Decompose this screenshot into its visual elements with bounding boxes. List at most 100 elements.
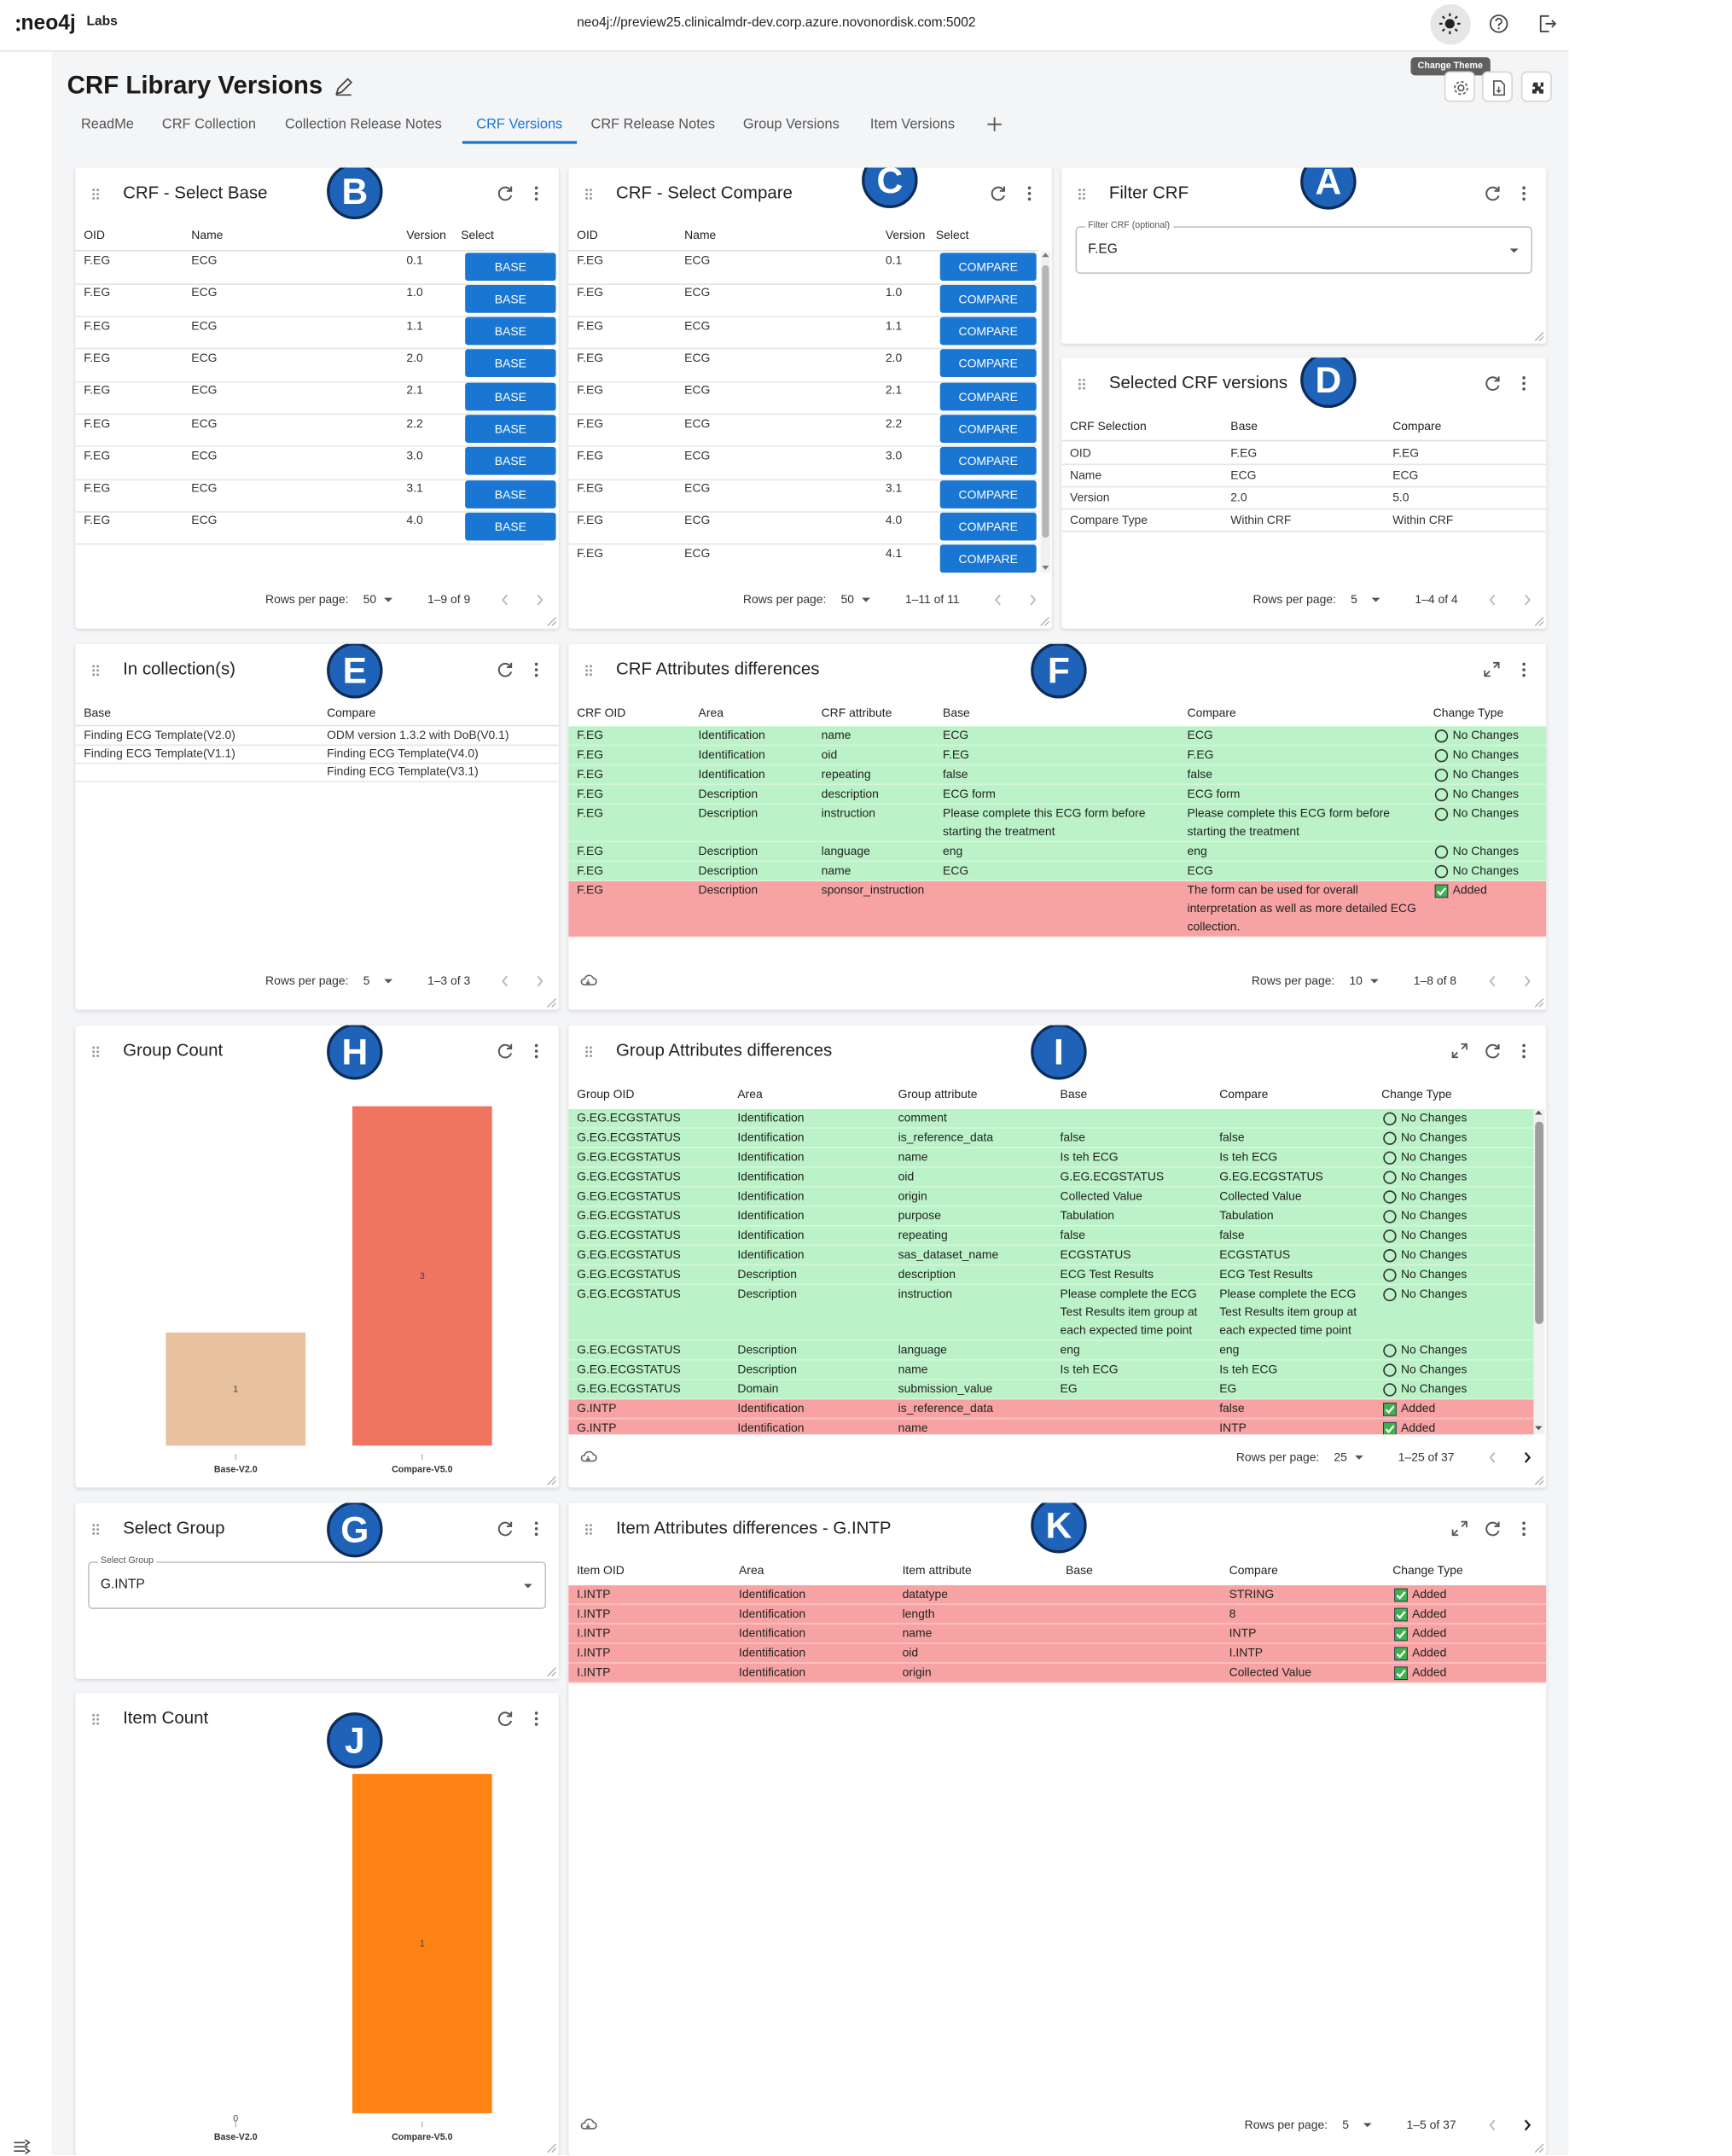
rows-per-page-value[interactable]: 50: [840, 592, 855, 607]
select-button[interactable]: COMPARE: [939, 415, 1037, 443]
toolbar-button[interactable]: [1481, 71, 1513, 102]
help-button[interactable]: [1489, 14, 1508, 33]
next-page[interactable]: [1522, 975, 1531, 988]
select-button[interactable]: COMPARE: [939, 512, 1037, 541]
cell-box: G.EG.ECGSTATUS: [577, 1265, 737, 1283]
drag-handle[interactable]: [584, 187, 593, 200]
select-button[interactable]: BASE: [465, 479, 556, 508]
tab[interactable]: Group Versions: [742, 117, 840, 133]
cell-box: Description: [737, 1265, 898, 1283]
menu-button[interactable]: [528, 1042, 545, 1060]
refresh-button[interactable]: [496, 660, 513, 678]
menu-button[interactable]: [1021, 184, 1038, 202]
drag-handle[interactable]: [584, 1045, 593, 1059]
drag-handle[interactable]: [584, 1522, 593, 1536]
drag-handle[interactable]: [1077, 187, 1086, 200]
logout-button[interactable]: [1537, 14, 1557, 33]
tab[interactable]: Collection Release Notes: [284, 117, 442, 133]
select-button[interactable]: BASE: [465, 447, 556, 476]
select-button[interactable]: BASE: [465, 512, 556, 541]
rows-per-page-value[interactable]: 5: [1342, 2117, 1350, 2132]
select-button[interactable]: COMPARE: [939, 252, 1037, 281]
rows-per-page-value[interactable]: 5: [363, 973, 370, 988]
tab[interactable]: CRF Collection: [161, 117, 256, 133]
rows-per-page-value[interactable]: 5: [1351, 592, 1357, 607]
select-button[interactable]: BASE: [465, 284, 556, 313]
menu-button[interactable]: [1515, 1042, 1532, 1060]
refresh-button[interactable]: [1484, 184, 1501, 202]
drag-handle[interactable]: [90, 1522, 100, 1536]
menu-button[interactable]: [1515, 660, 1532, 678]
select-button[interactable]: BASE: [465, 382, 556, 410]
select-field[interactable]: [1075, 226, 1532, 274]
next-page[interactable]: [1028, 594, 1037, 607]
expand-button[interactable]: [1451, 1042, 1468, 1060]
expand-button[interactable]: [1451, 1520, 1468, 1537]
drag-handle[interactable]: [1077, 377, 1086, 391]
next-page[interactable]: [535, 594, 544, 607]
edit-title[interactable]: [334, 77, 353, 96]
rows-per-page-value[interactable]: 10: [1349, 973, 1363, 988]
drag-handle[interactable]: [90, 1045, 100, 1059]
select-button[interactable]: BASE: [465, 252, 556, 281]
tab[interactable]: CRF Versions: [476, 117, 563, 133]
download-button[interactable]: [579, 972, 597, 987]
menu-button[interactable]: [528, 1710, 545, 1728]
menu-button[interactable]: [528, 660, 545, 678]
select-button[interactable]: COMPARE: [939, 479, 1037, 508]
refresh-button[interactable]: [496, 184, 513, 202]
next-page[interactable]: [1522, 2118, 1531, 2131]
menu-button[interactable]: [1515, 1520, 1532, 1537]
download-button[interactable]: [579, 2116, 597, 2131]
theme-button[interactable]: [1438, 13, 1461, 35]
select-button[interactable]: COMPARE: [939, 447, 1037, 476]
menu-button[interactable]: [1515, 184, 1532, 202]
refresh-button[interactable]: [496, 1042, 513, 1060]
select-field[interactable]: [88, 1561, 547, 1609]
menu-button[interactable]: [528, 184, 545, 202]
prev-page[interactable]: [500, 594, 509, 607]
add-tab[interactable]: [986, 116, 1003, 133]
next-page[interactable]: [535, 975, 544, 988]
rows-per-page-value[interactable]: 50: [363, 592, 377, 607]
select-button[interactable]: BASE: [465, 317, 556, 346]
prev-page[interactable]: [1488, 594, 1497, 607]
menu-button[interactable]: [1515, 375, 1532, 392]
expand-button[interactable]: [1484, 660, 1501, 678]
prev-page[interactable]: [500, 975, 509, 988]
refresh-button[interactable]: [1484, 1520, 1501, 1537]
select-button[interactable]: BASE: [465, 415, 556, 443]
select-button[interactable]: COMPARE: [939, 349, 1037, 378]
tab[interactable]: CRF Release Notes: [590, 117, 716, 133]
select-button[interactable]: COMPARE: [939, 382, 1037, 410]
prev-page[interactable]: [993, 594, 1003, 607]
drag-handle[interactable]: [584, 664, 593, 677]
toolbar-button[interactable]: [1444, 71, 1475, 102]
cell-box: No Changes: [1381, 1168, 1533, 1186]
refresh-button[interactable]: [1484, 1042, 1501, 1060]
refresh-button[interactable]: [1484, 375, 1501, 392]
tab[interactable]: ReadMe: [80, 117, 134, 133]
drag-handle[interactable]: [90, 1712, 100, 1726]
drag-handle[interactable]: [90, 664, 100, 677]
select-button[interactable]: COMPARE: [939, 544, 1037, 573]
toolbar-button[interactable]: [1520, 71, 1552, 102]
menu-button[interactable]: [528, 1520, 545, 1537]
prev-page[interactable]: [1488, 975, 1497, 988]
sidebar-toggle[interactable]: [13, 2138, 32, 2155]
refresh-button[interactable]: [496, 1520, 513, 1537]
select-button[interactable]: COMPARE: [939, 317, 1037, 346]
tab[interactable]: Item Versions: [869, 117, 956, 133]
select-button[interactable]: COMPARE: [939, 284, 1037, 313]
refresh-button[interactable]: [496, 1710, 513, 1728]
next-page[interactable]: [1522, 1451, 1531, 1464]
rows-per-page-value[interactable]: 25: [1334, 1450, 1347, 1464]
refresh-button[interactable]: [989, 184, 1006, 202]
cell-box: No Changes: [1381, 1206, 1533, 1224]
prev-page[interactable]: [1488, 2118, 1497, 2131]
drag-handle[interactable]: [90, 187, 100, 200]
select-button[interactable]: BASE: [465, 349, 556, 378]
next-page[interactable]: [1522, 594, 1531, 607]
download-button[interactable]: [579, 1449, 597, 1464]
prev-page[interactable]: [1488, 1451, 1497, 1464]
